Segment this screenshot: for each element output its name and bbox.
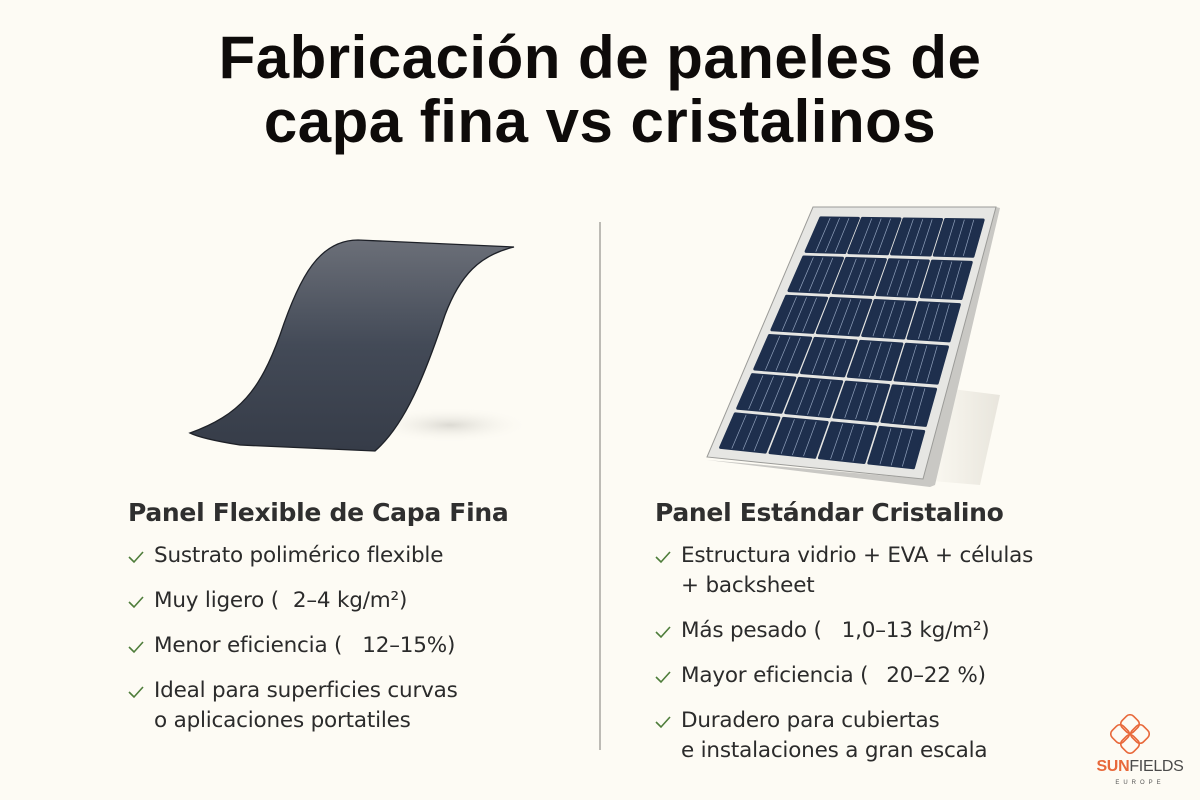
check-icon — [128, 551, 144, 564]
feature-item: Sustrato polimérico flexible — [128, 541, 568, 571]
check-icon — [128, 686, 144, 699]
feature-item: Menor eficiencia ( 12–15%) — [128, 631, 568, 661]
title-line-1: Fabricación de paneles de — [218, 24, 982, 91]
feature-item: Más pesado ( 1,0–13 kg/m²) — [655, 616, 1095, 646]
feature-text: o aplicaciones portatiles — [154, 708, 411, 733]
feature-text: e instalaciones a gran escala — [681, 738, 988, 763]
logo-sun: SUN — [1096, 758, 1130, 775]
check-icon — [655, 671, 671, 684]
logo-wordmark: SUNFIELDS — [1085, 758, 1195, 776]
crystalline-column: Panel Estándar Cristalino Estructura vid… — [655, 495, 1095, 781]
crystalline-heading: Panel Estándar Cristalino — [655, 498, 1004, 527]
feature-item: Estructura vidrio + EVA + células + back… — [655, 541, 1095, 601]
thin-film-column: Panel Flexible de Capa Fina Sustrato pol… — [128, 495, 568, 751]
sunfields-logo: SUNFIELDS EUROPE — [1085, 712, 1197, 796]
logo-fields: FIELDS — [1129, 758, 1184, 775]
feature-text: Duradero para cubiertas — [681, 708, 940, 733]
flower-logo-icon — [1110, 714, 1150, 754]
thin-film-heading: Panel Flexible de Capa Fina — [128, 498, 509, 527]
feature-item: Ideal para superficies curvas o aplicaci… — [128, 676, 568, 736]
thin-film-features: Sustrato polimérico flexible Muy ligero … — [128, 541, 568, 736]
column-divider — [599, 222, 601, 750]
feature-text: Sustrato polimérico flexible — [154, 543, 444, 568]
feature-text: Menor eficiencia ( — [154, 633, 343, 658]
feature-text: Más pesado ( — [681, 618, 822, 643]
feature-text: Muy ligero ( — [154, 588, 279, 613]
check-icon — [655, 551, 671, 564]
feature-value: 2–4 kg/m²) — [292, 588, 408, 613]
feature-text: + backsheet — [681, 573, 815, 598]
flexible-thin-film-panel-image — [188, 239, 530, 452]
page-title: Fabricación de paneles de capa fina vs c… — [0, 26, 1200, 154]
feature-item: Muy ligero ( 2–4 kg/m²) — [128, 586, 568, 616]
feature-value: 20–22 %) — [886, 663, 986, 688]
check-icon — [655, 626, 671, 639]
feature-value: 1,0–13 kg/m²) — [841, 618, 990, 643]
check-icon — [128, 641, 144, 654]
feature-text: Ideal para superficies curvas — [154, 678, 458, 703]
feature-item: Duradero para cubiertas e instalaciones … — [655, 706, 1095, 766]
title-line-2: capa fina vs cristalinos — [263, 88, 937, 155]
feature-text: Mayor eficiencia ( — [681, 663, 869, 688]
crystalline-solar-panel-image — [706, 206, 1000, 487]
feature-value: 12–15%) — [362, 633, 456, 658]
crystalline-features: Estructura vidrio + EVA + células + back… — [655, 541, 1095, 766]
logo-subtitle: EUROPE — [1115, 780, 1165, 786]
check-icon — [128, 596, 144, 609]
check-icon — [655, 716, 671, 729]
feature-item: Mayor eficiencia ( 20–22 %) — [655, 661, 1095, 691]
feature-text: Estructura vidrio + EVA + células — [681, 543, 1034, 568]
